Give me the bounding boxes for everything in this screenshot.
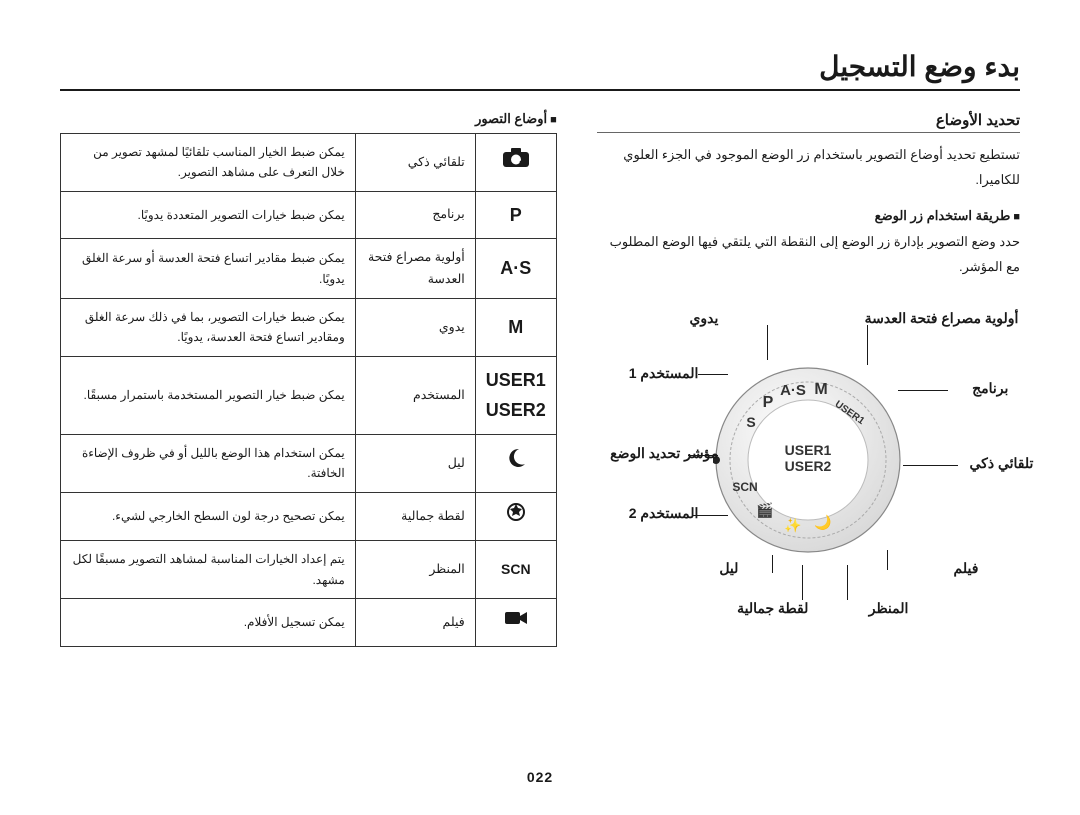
- howto-text: حدد وضع التصوير بإدارة زر الوضع إلى النق…: [597, 230, 1020, 279]
- mode-desc: يمكن تصحيح درجة لون السطح الخارجي لشيء.: [61, 492, 356, 541]
- page-title: بدء وضع التسجيل: [60, 50, 1020, 91]
- table-row: USER1USER2 المستخدم يمكن ضبط خيار التصوي…: [61, 356, 557, 434]
- mode-desc: يمكن ضبط مقادير اتساع فتحة العدسة أو سرع…: [61, 239, 356, 299]
- svg-text:S: S: [519, 159, 525, 169]
- mode-icon-as: A·S: [475, 239, 556, 299]
- mode-icon-beauty: [475, 492, 556, 541]
- mode-label: تلقائي ذكي: [355, 134, 475, 192]
- mode-desc: يمكن تسجيل الأفلام.: [61, 599, 356, 647]
- table-row: A·S أولوية مصراع فتحة العدسة يمكن ضبط مق…: [61, 239, 557, 299]
- mode-label: يدوي: [355, 298, 475, 356]
- heading-modes: تحديد الأوضاع: [597, 111, 1020, 133]
- table-row: M يدوي يمكن ضبط خيارات التصوير، بما في ذ…: [61, 298, 557, 356]
- mode-dial-diagram: A·S M P S SCN 🎬 ✨ 🌙 USER1 USER1 USER2 أو…: [598, 310, 1018, 630]
- table-row: ليل يمكن استخدام هذا الوضع بالليل أو في …: [61, 434, 557, 492]
- mode-desc: يمكن ضبط الخيار المناسب تلقائيًا لمشهد ت…: [61, 134, 356, 192]
- dial-label-indicator: مؤشر تحديد الوضع: [610, 445, 718, 462]
- dial-label-movie: فيلم: [954, 560, 979, 577]
- column-left: أوضاع التصور S تلقائي ذكي يمكن ضبط الخيا…: [60, 111, 557, 647]
- svg-text:✨: ✨: [785, 517, 802, 533]
- mode-label: أولوية مصراع فتحة العدسة: [355, 239, 475, 299]
- table-row: S تلقائي ذكي يمكن ضبط الخيار المناسب تلق…: [61, 134, 557, 192]
- mode-icon-program: P: [475, 191, 556, 239]
- mode-label: المستخدم: [355, 356, 475, 434]
- table-row: لقطة جمالية يمكن تصحيح درجة لون السطح ال…: [61, 492, 557, 541]
- mode-desc: يمكن ضبط خيار التصوير المستخدمة باستمرار…: [61, 356, 356, 434]
- mode-desc: يمكن ضبط خيارات التصوير، بما في ذلك سرعة…: [61, 298, 356, 356]
- svg-text:SCN: SCN: [733, 480, 758, 494]
- dial-label-smart: تلقائي ذكي: [970, 455, 1034, 472]
- dial-label-user2: المستخدم 2: [629, 505, 699, 522]
- table-heading: أوضاع التصور: [60, 111, 557, 127]
- dial-label-manual: يدوي: [689, 310, 718, 327]
- mode-icon-manual: M: [475, 298, 556, 356]
- mode-label: برنامج: [355, 191, 475, 239]
- mode-label: لقطة جمالية: [355, 492, 475, 541]
- column-right: تحديد الأوضاع تستطيع تحديد أوضاع التصوير…: [597, 111, 1020, 647]
- howto-heading: طريقة استخدام زر الوضع: [597, 208, 1020, 224]
- dial-label-scene: المنظر: [869, 600, 909, 617]
- mode-desc: يمكن ضبط خيارات التصوير المتعددة يدويًا.: [61, 191, 356, 239]
- mode-label: فيلم: [355, 599, 475, 647]
- dial-label-user1: المستخدم 1: [629, 365, 699, 382]
- svg-text:A·S: A·S: [780, 382, 806, 399]
- svg-text:S: S: [747, 414, 756, 430]
- modes-table: S تلقائي ذكي يمكن ضبط الخيار المناسب تلق…: [60, 133, 557, 647]
- mode-desc: يتم إعداد الخيارات المناسبة لمشاهد التصو…: [61, 541, 356, 599]
- mode-dial-icon: A·S M P S SCN 🎬 ✨ 🌙 USER1 USER1 USER2: [713, 365, 903, 555]
- mode-label: المنظر: [355, 541, 475, 599]
- svg-text:USER1: USER1: [785, 442, 832, 458]
- mode-icon-scene: SCN: [475, 541, 556, 599]
- table-row: P برنامج يمكن ضبط خيارات التصوير المتعدد…: [61, 191, 557, 239]
- mode-label: ليل: [355, 434, 475, 492]
- svg-text:🎬: 🎬: [757, 502, 774, 519]
- dial-label-beauty: لقطة جمالية: [737, 600, 808, 617]
- mode-desc: يمكن استخدام هذا الوضع بالليل أو في ظروف…: [61, 434, 356, 492]
- table-row: SCN المنظر يتم إعداد الخيارات المناسبة ل…: [61, 541, 557, 599]
- mode-icon-smart: S: [475, 134, 556, 192]
- svg-text:M: M: [815, 381, 828, 398]
- mode-icon-night: [475, 434, 556, 492]
- dial-label-night: ليل: [719, 560, 738, 577]
- dial-label-program: برنامج: [972, 380, 1008, 397]
- page-number: 022: [527, 769, 553, 785]
- svg-text:USER2: USER2: [785, 458, 832, 474]
- table-row: فيلم يمكن تسجيل الأفلام.: [61, 599, 557, 647]
- mode-icon-movie: [475, 599, 556, 647]
- intro-text: تستطيع تحديد أوضاع التصوير باستخدام زر ا…: [597, 143, 1020, 192]
- svg-text:P: P: [763, 394, 774, 411]
- svg-text:🌙: 🌙: [815, 514, 832, 531]
- dial-label-aperture: أولوية مصراع فتحة العدسة: [865, 310, 1019, 327]
- mode-icon-user: USER1USER2: [475, 356, 556, 434]
